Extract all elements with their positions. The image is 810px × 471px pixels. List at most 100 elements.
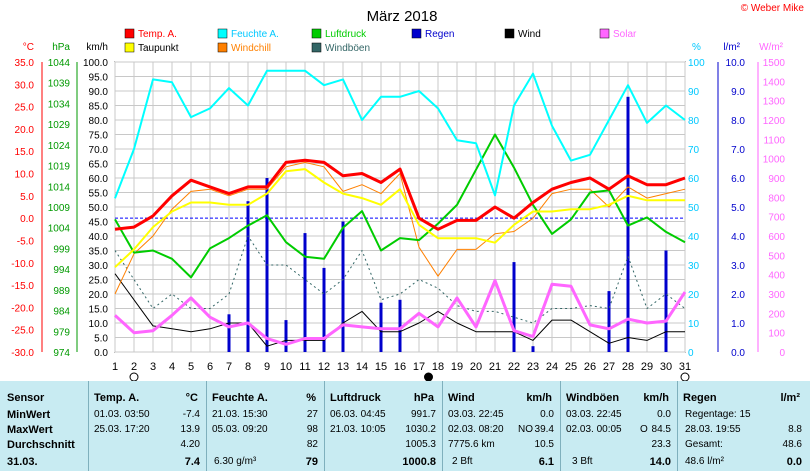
humidity-tick-label: 30 xyxy=(688,261,700,272)
x-tick-label: 31 xyxy=(679,361,691,373)
humidity-tick-label: 10 xyxy=(688,319,700,330)
sensor-header: Sensor xyxy=(7,392,45,404)
wind-tick-label: 20.0 xyxy=(89,290,109,301)
x-tick-label: 14 xyxy=(356,361,368,373)
x-tick-label: 6 xyxy=(207,361,213,373)
pressure-avg: 1005.3 xyxy=(405,439,436,450)
series-line-wind xyxy=(114,273,685,347)
solar-tick-label: 1000 xyxy=(763,155,786,166)
humidity-current: 79 xyxy=(305,456,318,468)
rain-max-value: 8.8 xyxy=(788,424,802,435)
wind-tick-label: 45.0 xyxy=(89,218,109,229)
x-tick-label: 12 xyxy=(318,361,330,373)
wind-column: Wind km/h 03.03. 22:45 0.0 02.03. 08:20 … xyxy=(442,381,560,471)
wind-tick-label: 15.0 xyxy=(89,305,109,316)
wind-unit-label: km/h xyxy=(86,42,108,53)
wind-tick-label: 40.0 xyxy=(89,232,109,243)
temp-tick-label: -20.0 xyxy=(11,303,34,314)
full-moon-icon xyxy=(129,372,139,381)
humidity-min-time: 21.03. 15:30 xyxy=(212,409,268,420)
humidity-tick-label: 100 xyxy=(688,58,705,69)
pressure-tick-label: 994 xyxy=(53,265,70,276)
current-date: 31.03. xyxy=(7,456,38,468)
legend-label: Solar xyxy=(613,29,637,40)
pressure-tick-label: 989 xyxy=(53,286,70,297)
temp-tick-label: -15.0 xyxy=(11,281,34,292)
pressure-max-time: 21.03. 10:05 xyxy=(330,424,386,435)
wind-tick-label: 60.0 xyxy=(89,174,109,185)
temp-tick-label: -5.0 xyxy=(17,236,35,247)
solar-tick-label: 1300 xyxy=(763,97,786,108)
solar-tick-label: 1200 xyxy=(763,116,786,127)
rain-tick-label: 8.0 xyxy=(731,116,745,127)
wind-tick-label: 55.0 xyxy=(89,189,109,200)
humidity-tick-label: 80 xyxy=(688,116,700,127)
legend-swatch xyxy=(217,28,228,39)
series-line-feuchte-a- xyxy=(114,69,686,199)
temp-header: Temp. A. xyxy=(94,392,140,404)
pressure-tick-label: 984 xyxy=(53,307,70,318)
legend-swatch xyxy=(311,28,322,39)
gust-column: Windböen km/h 03.03. 22:45 0.0 02.03. 00… xyxy=(560,381,677,471)
temp-current: 7.4 xyxy=(184,456,200,468)
series-line-luftdruck xyxy=(114,133,686,279)
solar-tick-label: 900 xyxy=(768,174,785,185)
humidity-max-time: 05.03. 09:20 xyxy=(212,424,268,435)
x-tick-label: 2 xyxy=(131,361,137,373)
x-tick-label: 15 xyxy=(375,361,387,373)
wind-header: Wind xyxy=(448,392,475,404)
x-tick-label: 16 xyxy=(394,361,406,373)
humidity-unit-label: % xyxy=(692,42,701,53)
wind-tick-label: 35.0 xyxy=(89,247,109,258)
x-tick-label: 20 xyxy=(470,361,482,373)
rain-days: Regentage: 15 xyxy=(685,409,751,420)
solar-unit-label: W/m² xyxy=(759,42,784,53)
rain-tick-label: 2.0 xyxy=(731,290,745,301)
rain-bar xyxy=(398,299,402,352)
temp-column: Temp. A. °C 01.03. 03:50 -7.4 25.03. 17:… xyxy=(88,381,206,471)
pressure-tick-label: 1009 xyxy=(48,203,71,214)
x-tick-label: 4 xyxy=(169,361,175,373)
x-tick-label: 26 xyxy=(584,361,596,373)
gust-max-direction: O xyxy=(640,424,648,435)
x-tick-label: 10 xyxy=(280,361,292,373)
legend-label: Temp. A. xyxy=(138,29,177,40)
temp-tick-label: 20.0 xyxy=(15,125,35,136)
solar-tick-label: 200 xyxy=(768,309,785,320)
chart-title: März 2018 xyxy=(367,8,438,25)
pressure-tick-label: 999 xyxy=(53,244,70,255)
x-tick-label: 30 xyxy=(660,361,672,373)
gust-current: 14.0 xyxy=(649,456,671,468)
humidity-tick-label: 50 xyxy=(688,203,700,214)
temp-tick-label: -25.0 xyxy=(11,326,34,337)
wind-min-value: 0.0 xyxy=(540,409,554,420)
humidity-absolute: 6.30 g/m³ xyxy=(214,456,257,467)
gust-min-value: 0.0 xyxy=(657,409,671,420)
rain-total-label: Gesamt: xyxy=(685,439,723,450)
pressure-unit-label: hPa xyxy=(52,42,70,53)
x-tick-label: 13 xyxy=(337,361,349,373)
wind-tick-label: 70.0 xyxy=(89,145,109,156)
rain-current: 0.0 xyxy=(786,456,802,468)
pressure-tick-label: 1034 xyxy=(48,99,71,110)
solar-tick-label: 1100 xyxy=(763,135,785,146)
max-row-label: MaxWert xyxy=(7,424,53,436)
x-tick-label: 19 xyxy=(451,361,463,373)
rain-header: Regen xyxy=(683,392,717,404)
wind-tick-label: 85.0 xyxy=(89,102,109,113)
rain-bar xyxy=(322,267,326,352)
wind-max-time: 02.03. 08:20 xyxy=(448,424,504,435)
legend-swatch xyxy=(599,28,610,39)
humidity-tick-label: 20 xyxy=(688,290,700,301)
rain-tick-label: 0.0 xyxy=(731,348,745,359)
wind-tick-label: 80.0 xyxy=(89,116,109,127)
pressure-tick-label: 1019 xyxy=(48,162,71,173)
wind-tick-label: 100.0 xyxy=(83,58,108,69)
rain-bar xyxy=(664,250,668,352)
legend-label: Regen xyxy=(425,29,454,40)
humidity-unit: % xyxy=(306,392,316,404)
x-tick-label: 1 xyxy=(112,361,118,373)
rain-max-time: 28.03. 19:55 xyxy=(685,424,741,435)
x-tick-label: 24 xyxy=(546,361,558,373)
temp-tick-label: 35.0 xyxy=(15,58,35,69)
